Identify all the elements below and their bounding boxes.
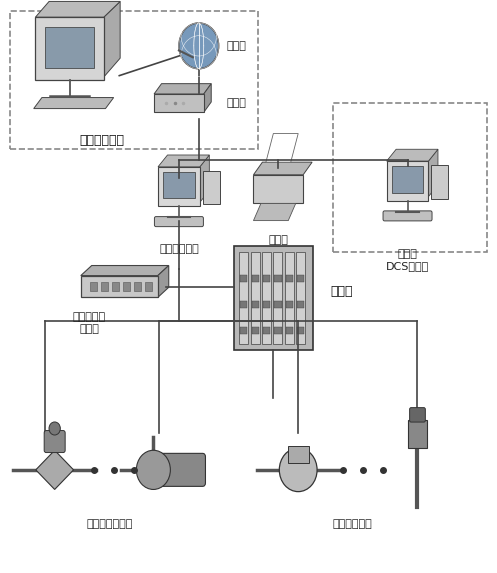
Bar — [240, 327, 248, 334]
Polygon shape — [204, 84, 211, 112]
Bar — [251, 275, 259, 282]
Bar — [297, 275, 304, 282]
Bar — [274, 327, 281, 334]
FancyBboxPatch shape — [81, 276, 158, 297]
FancyBboxPatch shape — [158, 167, 200, 206]
Bar — [145, 282, 152, 291]
FancyBboxPatch shape — [234, 246, 313, 350]
Polygon shape — [35, 1, 120, 17]
Text: 交换机: 交换机 — [80, 324, 99, 333]
FancyBboxPatch shape — [262, 252, 271, 344]
FancyBboxPatch shape — [44, 430, 65, 453]
FancyBboxPatch shape — [273, 252, 282, 344]
Bar — [134, 282, 141, 291]
Bar — [274, 301, 281, 308]
Text: 控制室工作站: 控制室工作站 — [159, 244, 199, 253]
Polygon shape — [158, 155, 209, 167]
Circle shape — [136, 450, 170, 489]
Bar — [240, 275, 248, 282]
Circle shape — [279, 448, 317, 492]
Bar — [89, 282, 97, 291]
Bar — [240, 301, 248, 308]
Text: 水泵电机及阀门: 水泵电机及阀门 — [86, 519, 133, 528]
Circle shape — [49, 422, 60, 435]
Polygon shape — [387, 149, 438, 161]
Polygon shape — [428, 149, 438, 197]
Text: 传感器及仪表: 传感器及仪表 — [333, 519, 373, 528]
Text: 工业以太网: 工业以太网 — [73, 312, 106, 322]
Bar — [286, 275, 293, 282]
Polygon shape — [266, 134, 298, 162]
FancyBboxPatch shape — [288, 446, 309, 464]
FancyBboxPatch shape — [431, 165, 448, 199]
Bar — [274, 275, 281, 282]
Text: 打印机: 打印机 — [268, 235, 288, 245]
Polygon shape — [36, 450, 74, 489]
FancyBboxPatch shape — [155, 217, 203, 227]
Bar — [111, 282, 119, 291]
FancyBboxPatch shape — [410, 407, 425, 422]
Text: 路由器: 路由器 — [226, 98, 246, 108]
FancyBboxPatch shape — [387, 161, 428, 201]
Text: 远程控制中心: 远程控制中心 — [80, 134, 125, 147]
FancyBboxPatch shape — [250, 252, 260, 344]
Bar — [123, 282, 130, 291]
Text: DCS工作站: DCS工作站 — [386, 261, 429, 270]
Polygon shape — [104, 1, 120, 77]
Circle shape — [179, 23, 219, 69]
FancyBboxPatch shape — [253, 175, 303, 203]
Text: 集线器: 集线器 — [331, 285, 353, 297]
Polygon shape — [154, 84, 211, 94]
FancyBboxPatch shape — [239, 252, 248, 344]
Polygon shape — [81, 265, 169, 276]
FancyBboxPatch shape — [203, 171, 220, 205]
Polygon shape — [158, 265, 169, 297]
Bar — [251, 327, 259, 334]
Bar — [263, 327, 270, 334]
FancyBboxPatch shape — [154, 94, 204, 112]
FancyBboxPatch shape — [296, 252, 305, 344]
Bar — [286, 301, 293, 308]
FancyBboxPatch shape — [408, 421, 427, 448]
FancyBboxPatch shape — [152, 453, 205, 486]
FancyBboxPatch shape — [35, 17, 104, 80]
Bar — [251, 301, 259, 308]
Polygon shape — [253, 162, 312, 175]
Bar — [392, 166, 423, 193]
Bar — [263, 275, 270, 282]
Polygon shape — [200, 155, 209, 202]
Text: 中控室: 中控室 — [398, 249, 417, 259]
Bar — [100, 282, 108, 291]
FancyBboxPatch shape — [285, 252, 294, 344]
Bar — [286, 327, 293, 334]
Text: 互联网: 互联网 — [226, 41, 246, 51]
Polygon shape — [34, 97, 114, 109]
FancyBboxPatch shape — [383, 211, 432, 221]
Bar — [163, 171, 195, 198]
Bar — [297, 327, 304, 334]
Bar — [263, 301, 270, 308]
Bar — [45, 26, 94, 68]
Polygon shape — [253, 203, 296, 221]
Bar — [297, 301, 304, 308]
